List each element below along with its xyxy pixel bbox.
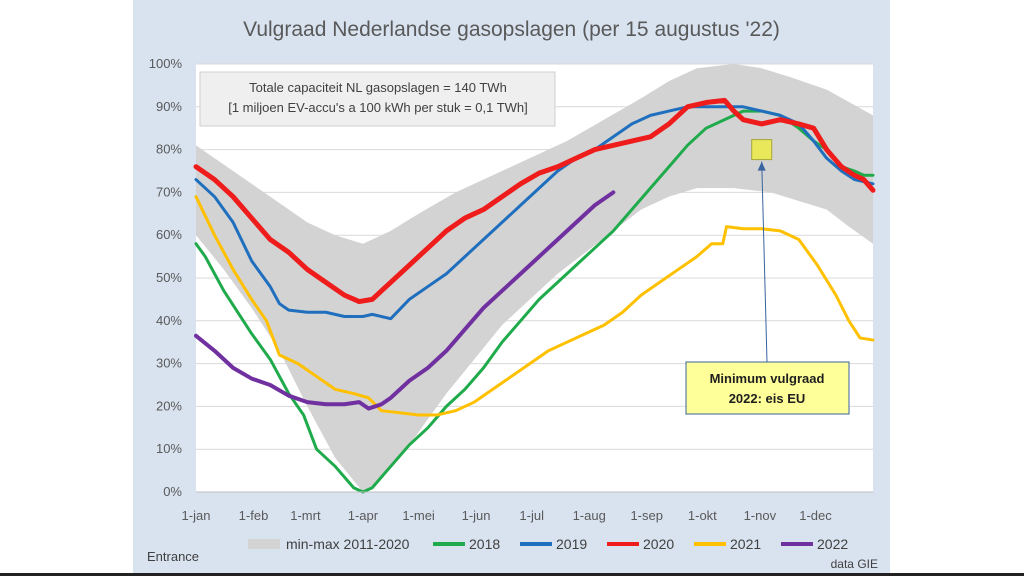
eu-minimum-marker bbox=[751, 139, 773, 161]
callout-line-2: 2022: eis EU bbox=[729, 391, 806, 406]
x-tick-label: 1-jul bbox=[519, 508, 544, 523]
legend-label: 2022 bbox=[817, 536, 848, 552]
x-tick-label: 1-jun bbox=[462, 508, 491, 523]
x-tick-label: 1-mrt bbox=[290, 508, 321, 523]
callout-arrow-line bbox=[761, 161, 768, 363]
x-tick-label: 1-nov bbox=[744, 508, 777, 523]
marker-layer bbox=[751, 139, 773, 363]
x-tick-label: 1-aug bbox=[573, 508, 606, 523]
series-line-2021 bbox=[194, 195, 875, 417]
y-tick-label: 20% bbox=[156, 398, 182, 413]
y-tick-label: 10% bbox=[156, 441, 182, 456]
y-tick-label: 30% bbox=[156, 356, 182, 371]
chart-title: Vulgraad Nederlandse gasopslagen (per 15… bbox=[243, 18, 780, 41]
x-tick-label: 1-apr bbox=[348, 508, 379, 523]
x-tick-label: 1-sep bbox=[630, 508, 663, 523]
x-tick-label: 1-okt bbox=[688, 508, 717, 523]
legend-item-2018: 2018 bbox=[433, 536, 500, 552]
legend-item-2020: 2020 bbox=[607, 536, 674, 552]
y-tick-label: 80% bbox=[156, 142, 182, 157]
legend-item-2022: 2022 bbox=[781, 536, 848, 552]
legend-label: 2018 bbox=[469, 536, 500, 552]
callout-arrow-head bbox=[757, 161, 766, 171]
band-layer bbox=[196, 64, 873, 492]
y-tick-label: 0% bbox=[163, 484, 182, 499]
x-tick-label: 1-feb bbox=[239, 508, 269, 523]
legend-item-band: min-max 2011-2020 bbox=[248, 536, 410, 552]
footer-source-right: data GIE bbox=[830, 557, 878, 571]
y-tick-label: 100% bbox=[149, 56, 183, 71]
footer-source-left: Entrance bbox=[147, 549, 200, 564]
x-tick-label: 1-mei bbox=[402, 508, 435, 523]
x-tick-label: 1-jan bbox=[182, 508, 211, 523]
series-line-2020 bbox=[193, 97, 876, 305]
slide-panel: Vulgraad Nederlandse gasopslagen (per 15… bbox=[133, 0, 890, 576]
callout-box: Minimum vulgraad 2022: eis EU bbox=[685, 361, 850, 415]
legend: min-max 2011-2020 2018 2019 2020 2021 2022 bbox=[248, 536, 848, 552]
legend-label: 2019 bbox=[556, 536, 587, 552]
bottom-bar bbox=[0, 573, 1024, 576]
callout-line-1: Minimum vulgraad bbox=[710, 371, 825, 386]
x-tick-label: 1-dec bbox=[799, 508, 832, 523]
note-line-2: [1 miljoen EV-accu's a 100 kWh per stuk … bbox=[228, 100, 528, 115]
legend-swatch bbox=[248, 539, 280, 549]
band-min-max bbox=[196, 64, 873, 492]
legend-label: 2021 bbox=[730, 536, 761, 552]
legend-label: min-max 2011-2020 bbox=[286, 536, 410, 552]
series-line-2022 bbox=[194, 190, 616, 411]
chart-canvas: 0% 10% 20% 30% 40% 50% 60% 70% 80% 90% 100% 1-jan 1-… bbox=[149, 56, 876, 552]
legend-item-2019: 2019 bbox=[520, 536, 587, 552]
legend-label: 2020 bbox=[643, 536, 674, 552]
y-tick-label: 70% bbox=[156, 184, 182, 199]
y-tick-label: 50% bbox=[156, 270, 182, 285]
y-tick-label: 60% bbox=[156, 227, 182, 242]
note-box: Totale capaciteit NL gasopslagen = 140 T… bbox=[199, 71, 556, 127]
series-layer bbox=[193, 97, 876, 494]
y-tick-label: 90% bbox=[156, 99, 182, 114]
legend-item-2021: 2021 bbox=[694, 536, 761, 552]
axis-layer: 0% 10% 20% 30% 40% 50% 60% 70% 80% 90% 100% 1-jan 1-… bbox=[149, 56, 873, 523]
note-line-1: Totale capaciteit NL gasopslagen = 140 T… bbox=[249, 80, 507, 95]
y-tick-label: 40% bbox=[156, 313, 182, 328]
series-line-2019 bbox=[194, 105, 875, 321]
